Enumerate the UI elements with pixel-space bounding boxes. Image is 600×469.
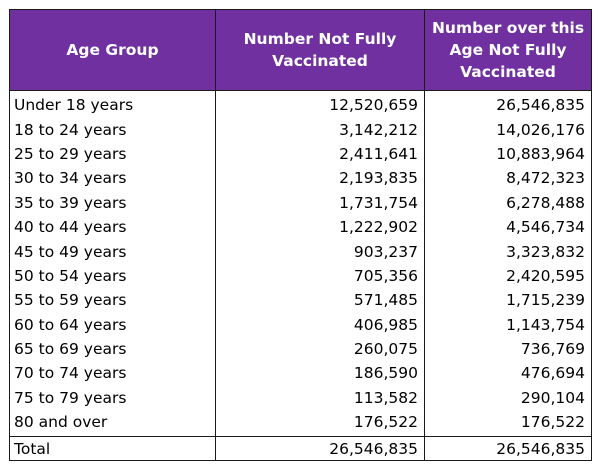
header-over-age-not-fully-vaccinated: Number over this Age Not Fully Vaccinate… [424,9,592,91]
total-not-fully-vaccinated: 26,546,835 [215,436,425,462]
table-row: 60 to 64 years 406,985 1,143,754 [9,312,592,337]
over-age-not-fully-vaccinated-cell: 8,472,323 [424,166,592,191]
table-row: 25 to 29 years 2,411,641 10,883,964 [9,141,592,167]
age-group-cell: 75 to 79 years [9,385,216,411]
table-row: 40 to 44 years 1,222,902 4,546,734 [9,214,592,240]
table-row: 75 to 79 years 113,582 290,104 [9,385,592,411]
over-age-not-fully-vaccinated-cell: 14,026,176 [424,117,592,142]
age-group-cell: 70 to 74 years [9,361,216,386]
header-age-group: Age Group [9,9,216,91]
vaccination-table-container: Age Group Number Not Fully Vaccinated Nu… [9,9,592,462]
header-not-fully-vaccinated: Number Not Fully Vaccinated [215,9,425,91]
not-fully-vaccinated-cell: 186,590 [215,361,425,386]
age-group-cell: 60 to 64 years [9,312,216,337]
not-fully-vaccinated-cell: 1,731,754 [215,190,425,215]
over-age-not-fully-vaccinated-cell: 476,694 [424,361,592,386]
age-group-cell: Under 18 years [9,90,216,118]
table-row: 45 to 49 years 903,237 3,323,832 [9,239,592,264]
total-label: Total [9,436,216,462]
over-age-not-fully-vaccinated-cell: 4,546,734 [424,214,592,240]
total-over-age-not-fully-vaccinated: 26,546,835 [424,436,592,462]
table-row: 80 and over 176,522 176,522 [9,410,592,437]
table-row: 30 to 34 years 2,193,835 8,472,323 [9,166,592,191]
table-row: 50 to 54 years 705,356 2,420,595 [9,263,592,289]
table-row: Under 18 years 12,520,659 26,546,835 [9,90,592,118]
table-header: Age Group Number Not Fully Vaccinated Nu… [9,9,592,91]
table-row: 18 to 24 years 3,142,212 14,026,176 [9,117,592,142]
age-group-cell: 25 to 29 years [9,141,216,167]
not-fully-vaccinated-cell: 3,142,212 [215,117,425,142]
age-group-cell: 30 to 34 years [9,166,216,191]
vaccination-table: Age Group Number Not Fully Vaccinated Nu… [9,9,592,462]
not-fully-vaccinated-cell: 176,522 [215,410,425,437]
over-age-not-fully-vaccinated-cell: 736,769 [424,336,592,362]
over-age-not-fully-vaccinated-cell: 6,278,488 [424,190,592,215]
not-fully-vaccinated-cell: 705,356 [215,263,425,289]
age-group-cell: 50 to 54 years [9,263,216,289]
table-row: 35 to 39 years 1,731,754 6,278,488 [9,190,592,215]
not-fully-vaccinated-cell: 2,411,641 [215,141,425,167]
not-fully-vaccinated-cell: 903,237 [215,239,425,264]
age-group-cell: 18 to 24 years [9,117,216,142]
over-age-not-fully-vaccinated-cell: 10,883,964 [424,141,592,167]
not-fully-vaccinated-cell: 406,985 [215,312,425,337]
table-row: 65 to 69 years 260,075 736,769 [9,336,592,362]
over-age-not-fully-vaccinated-cell: 1,715,239 [424,288,592,313]
not-fully-vaccinated-cell: 571,485 [215,288,425,313]
not-fully-vaccinated-cell: 2,193,835 [215,166,425,191]
over-age-not-fully-vaccinated-cell: 2,420,595 [424,263,592,289]
not-fully-vaccinated-cell: 113,582 [215,385,425,411]
age-group-cell: 40 to 44 years [9,214,216,240]
not-fully-vaccinated-cell: 260,075 [215,336,425,362]
age-group-cell: 80 and over [9,410,216,437]
over-age-not-fully-vaccinated-cell: 1,143,754 [424,312,592,337]
over-age-not-fully-vaccinated-cell: 3,323,832 [424,239,592,264]
age-group-cell: 45 to 49 years [9,239,216,264]
over-age-not-fully-vaccinated-cell: 26,546,835 [424,90,592,118]
table-row: 70 to 74 years 186,590 476,694 [9,361,592,386]
not-fully-vaccinated-cell: 1,222,902 [215,214,425,240]
age-group-cell: 55 to 59 years [9,288,216,313]
not-fully-vaccinated-cell: 12,520,659 [215,90,425,118]
over-age-not-fully-vaccinated-cell: 176,522 [424,410,592,437]
table-row: 55 to 59 years 571,485 1,715,239 [9,288,592,313]
age-group-cell: 65 to 69 years [9,336,216,362]
over-age-not-fully-vaccinated-cell: 290,104 [424,385,592,411]
total-row: Total 26,546,835 26,546,835 [9,436,592,462]
age-group-cell: 35 to 39 years [9,190,216,215]
header-row: Age Group Number Not Fully Vaccinated Nu… [9,9,592,91]
table-body: Under 18 years 12,520,659 26,546,835 18 … [9,90,592,462]
